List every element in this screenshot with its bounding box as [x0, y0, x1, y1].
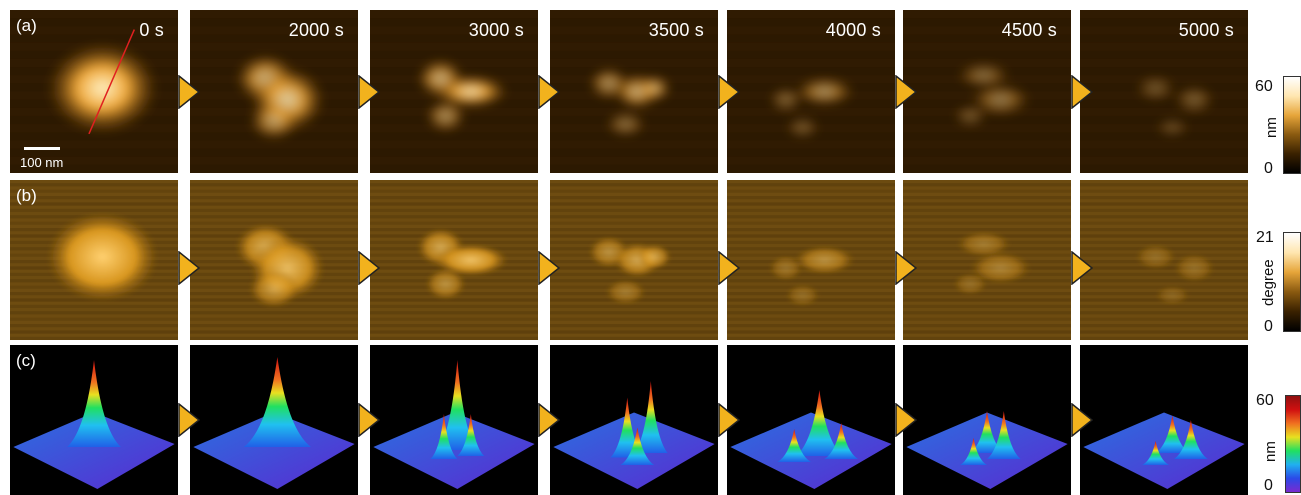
- colorbar-a: [1283, 76, 1301, 174]
- height-image-3: 3500 s: [550, 10, 718, 173]
- time-label: 3000 s: [468, 20, 524, 40]
- colorbar-b-min: 0: [1264, 318, 1273, 335]
- transition-arrow-icon: [178, 73, 201, 110]
- height-image-2: 3000 s: [370, 10, 538, 173]
- surface-3d-2: [370, 345, 538, 495]
- time-label: 4500 s: [1001, 20, 1057, 40]
- transition-arrow-icon: [1071, 402, 1094, 438]
- surface-3d-1: [190, 345, 358, 495]
- scale-bar-label: 100 nm: [20, 155, 64, 170]
- surface-3d-6: [1080, 345, 1248, 495]
- height-image-6: 5000 s: [1080, 10, 1248, 173]
- transition-arrow-icon: [895, 73, 918, 110]
- phase-image-1: [190, 180, 358, 340]
- colorbar-a-unit: nm: [1263, 117, 1280, 138]
- transition-arrow-icon: [538, 250, 561, 286]
- scale-bar: [24, 147, 60, 150]
- transition-arrow-icon: [538, 402, 561, 438]
- time-label: 5000 s: [1178, 20, 1234, 40]
- phase-image-5: [903, 180, 1071, 340]
- phase-image-4: [727, 180, 895, 340]
- row-label-a: (a): [16, 16, 37, 35]
- transition-arrow-icon: [718, 250, 741, 286]
- transition-arrow-icon: [178, 250, 201, 286]
- phase-image-0: (b): [10, 180, 178, 340]
- surface-3d-3: [550, 345, 718, 495]
- transition-arrow-icon: [895, 402, 918, 438]
- colorbar-b-unit: degree: [1260, 259, 1277, 306]
- surface-3d-0: (c): [10, 345, 178, 495]
- transition-arrow-icon: [1071, 73, 1094, 110]
- row-label-c: (c): [16, 351, 36, 370]
- transition-arrow-icon: [538, 73, 561, 110]
- surface-3d-4: [727, 345, 895, 495]
- transition-arrow-icon: [895, 250, 918, 286]
- time-label: 2000 s: [288, 20, 344, 40]
- height-image-0: (a) 0 s 100 nm: [10, 10, 178, 173]
- height-image-5: 4500 s: [903, 10, 1071, 173]
- colorbar-c-min: 0: [1264, 477, 1273, 494]
- colorbar-b-max: 21: [1256, 229, 1274, 246]
- surface-3d-5: [903, 345, 1071, 495]
- time-label: 0 s: [139, 20, 164, 40]
- time-label: 4000 s: [825, 20, 881, 40]
- transition-arrow-icon: [358, 402, 381, 438]
- row-label-b: (b): [16, 186, 37, 205]
- colorbar-b: [1283, 232, 1301, 332]
- transition-arrow-icon: [178, 402, 201, 438]
- height-image-1: 2000 s: [190, 10, 358, 173]
- transition-arrow-icon: [358, 73, 381, 110]
- colorbar-c-max: 60: [1256, 392, 1274, 409]
- phase-image-3: [550, 180, 718, 340]
- colorbar-a-min: 0: [1264, 160, 1273, 177]
- colorbar-c-unit: nm: [1262, 441, 1279, 462]
- transition-arrow-icon: [358, 250, 381, 286]
- transition-arrow-icon: [718, 402, 741, 438]
- time-label: 3500 s: [648, 20, 704, 40]
- colorbar-a-max: 60: [1255, 78, 1273, 95]
- height-image-4: 4000 s: [727, 10, 895, 173]
- transition-arrow-icon: [718, 73, 741, 110]
- transition-arrow-icon: [1071, 250, 1094, 286]
- colorbar-c: [1285, 395, 1301, 493]
- phase-image-2: [370, 180, 538, 340]
- phase-image-6: [1080, 180, 1248, 340]
